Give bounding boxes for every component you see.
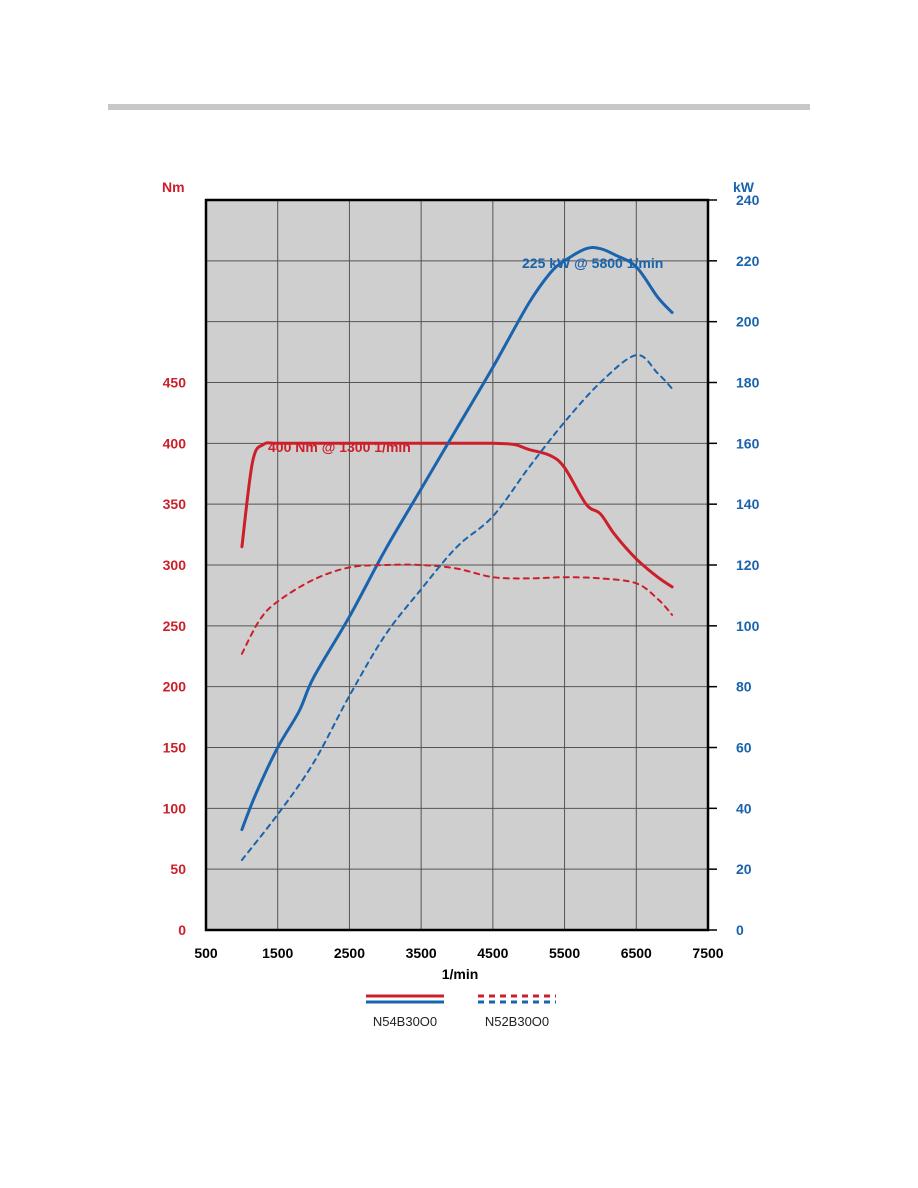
x-tick-label-4500: 4500 [477,945,508,961]
series-n54b30o0-torque-line [240,441,674,589]
power-peak-annotation: 225 kW @ 5800 1/min [522,255,663,271]
left-tick-label-450: 450 [163,375,187,391]
torque-peak-annotation: 400 Nm @ 1300 1/min [268,439,411,455]
right-tick-label-0: 0 [736,922,744,938]
left-axis: 0 50 100 150 200 250 300 350 400 450 [163,375,187,939]
x-tick-label-5500: 5500 [549,945,580,961]
x-tick-label-6500: 6500 [621,945,652,961]
legend-entry-n52b30o0: N52B30O0 [478,994,556,1029]
x-tick-label-1500: 1500 [262,945,293,961]
header-rule [108,104,810,110]
right-tick-label-200: 200 [736,314,760,330]
right-tick-label-180: 180 [736,375,760,391]
grid-lines [206,200,708,930]
left-tick-label-250: 250 [163,618,187,634]
x-axis: 500 1500 2500 3500 4500 5500 6500 7500 [194,945,723,961]
x-tick-label-500: 500 [194,945,218,961]
right-tick-label-40: 40 [736,800,752,816]
left-tick-label-200: 200 [163,679,187,695]
legend-label-n54b30o0: N54B30O0 [373,1014,437,1029]
left-tick-label-300: 300 [163,557,187,573]
right-axis-unit: kW [733,179,755,195]
x-tick-label-3500: 3500 [406,945,437,961]
right-axis: 0 20 40 60 80 100 120 140 160 180 200 220 240 [708,192,760,938]
left-tick-label-0: 0 [178,922,186,938]
x-axis-label: 1/min [442,966,479,982]
legend-label-n52b30o0: N52B30O0 [485,1014,549,1029]
series-n52b30o0-torque-line [240,563,674,655]
right-tick-label-100: 100 [736,618,760,634]
left-tick-label-350: 350 [163,496,187,512]
series-lines [240,246,674,861]
series-n54b30o0-power-line [240,246,674,832]
right-tick-label-80: 80 [736,679,752,695]
x-tick-label-2500: 2500 [334,945,365,961]
series-n52b30o0-power-line [240,354,674,861]
right-tick-label-240: 240 [736,192,760,208]
x-tick-label-7500: 7500 [692,945,723,961]
right-tick-label-220: 220 [736,253,760,269]
left-axis-unit: Nm [162,179,185,195]
left-tick-label-400: 400 [163,435,187,451]
legend: N54B30O0 N52B30O0 [366,994,556,1029]
right-tick-label-60: 60 [736,740,752,756]
legend-entry-n54b30o0: N54B30O0 [366,994,444,1029]
right-tick-label-160: 160 [736,435,760,451]
left-tick-label-100: 100 [163,800,187,816]
left-tick-label-150: 150 [163,740,187,756]
right-tick-label-140: 140 [736,496,760,512]
left-tick-label-50: 50 [170,861,186,877]
right-tick-label-20: 20 [736,861,752,877]
right-tick-label-120: 120 [736,557,760,573]
